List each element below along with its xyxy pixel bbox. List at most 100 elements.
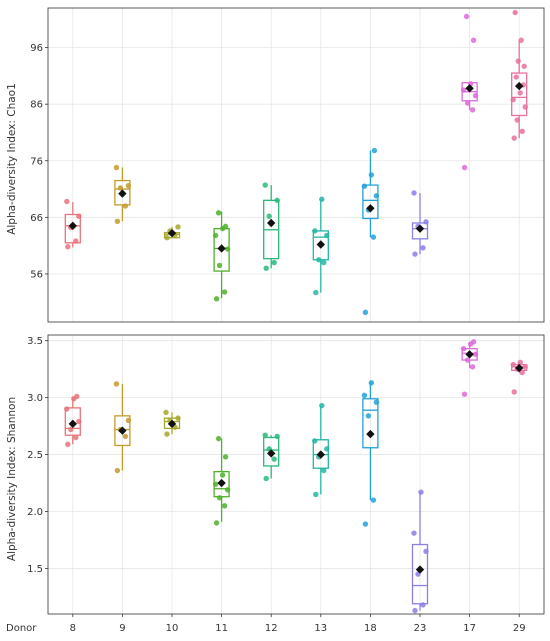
chao1-data-point	[324, 232, 330, 239]
chao1-data-point	[73, 238, 79, 244]
shannon-ytick-label: 1.5	[27, 564, 43, 575]
chao1-y-axis-title: Alpha-diversity Index: Chao1	[6, 83, 18, 235]
shannon-mean-marker	[366, 429, 375, 439]
shannon-data-point	[362, 521, 369, 527]
x-tick-label: 11	[215, 623, 228, 634]
shannon-mean-marker	[68, 419, 77, 429]
chao1-data-point	[76, 213, 82, 219]
shannon-mean-marker	[316, 450, 325, 459]
chao1-mean-marker	[316, 240, 325, 249]
shannon-data-point	[125, 417, 132, 424]
shannon-mean-marker	[118, 426, 127, 435]
chao1-mean-marker	[267, 218, 276, 228]
chao1-data-point	[370, 234, 377, 240]
chao1-data-point	[511, 135, 517, 141]
shannon-data-point	[321, 467, 327, 474]
chao1-iqr-box	[411, 222, 429, 240]
chao1-data-point	[463, 13, 470, 20]
chao1-data-point	[216, 262, 223, 269]
chao1-data-point	[175, 224, 181, 230]
shannon-data-point	[262, 432, 268, 438]
shannon-box-donor-11	[212, 435, 231, 526]
shannon-data-point	[324, 446, 330, 452]
shannon-iqr-box	[263, 436, 280, 467]
chao1-data-point	[164, 235, 170, 241]
chao1-data-point	[224, 246, 231, 252]
shannon-data-point	[219, 472, 226, 478]
chao1-box-donor-8	[64, 198, 82, 250]
shannon-data-point	[113, 381, 120, 387]
shannon-ytick-label: 3.0	[27, 393, 43, 404]
shannon-data-point	[319, 402, 325, 409]
shannon-data-point	[464, 357, 471, 363]
shannon-ytick-label: 3.5	[27, 336, 43, 347]
shannon-data-point	[271, 456, 277, 462]
shannon-iqr-box	[114, 415, 131, 447]
chao1-data-point	[522, 104, 528, 110]
shannon-mean-marker	[515, 363, 524, 373]
shannon-data-point	[517, 359, 523, 366]
shannon-data-point	[74, 393, 80, 400]
chao1-box-donor-13	[312, 196, 330, 296]
shannon-data-point	[469, 364, 476, 370]
chao1-mean-marker	[217, 244, 226, 253]
chao1-data-point	[213, 296, 220, 302]
chao1-mean-marker	[68, 221, 77, 231]
shannon-data-point	[64, 406, 70, 412]
shannon-box-donor-18	[361, 380, 380, 527]
shannon-data-point	[373, 399, 380, 405]
chao1-data-point	[514, 117, 520, 123]
chao1-data-point	[266, 213, 272, 219]
chao1-data-point	[113, 164, 120, 171]
shannon-box-donor-17	[460, 339, 479, 397]
chao1-box-donor-12	[262, 182, 280, 271]
chao1-data-point	[321, 259, 327, 266]
shannon-box-donor-8	[64, 393, 82, 448]
shannon-data-point	[423, 548, 429, 555]
shannon-data-point	[470, 339, 477, 345]
chao1-data-point	[513, 74, 519, 80]
shannon-data-point	[412, 607, 418, 614]
shannon-data-point	[510, 361, 516, 368]
chao1-data-point	[263, 265, 269, 271]
shannon-data-point	[212, 481, 219, 487]
chao1-iqr-box	[114, 179, 131, 206]
chao1-data-point	[472, 92, 479, 99]
chao1-data-point	[316, 257, 322, 263]
shannon-data-point	[175, 415, 181, 421]
shannon-box-donor-10	[163, 409, 181, 437]
shannon-ytick-label: 2.0	[27, 507, 43, 518]
chao1-data-point	[470, 37, 477, 43]
shannon-data-point	[522, 364, 528, 370]
shannon-data-point	[361, 392, 368, 399]
shannon-y-axis-title: Alpha-diversity Index: Shannon	[6, 397, 18, 561]
chao1-data-point	[420, 245, 426, 251]
shannon-data-point	[163, 409, 169, 416]
chao1-box-donor-17	[460, 13, 479, 171]
chao1-data-point	[371, 147, 378, 154]
chao1-data-point	[521, 63, 527, 69]
shannon-box-donor-9	[113, 381, 132, 474]
x-tick-label: 8	[70, 623, 76, 634]
chao1-data-point	[312, 228, 318, 234]
shannon-panel: 1.5 2.0 2.5 3.0 3.5	[27, 334, 545, 615]
chao1-data-point	[271, 259, 277, 266]
chao1-box-donor-11	[212, 210, 231, 302]
x-tick-label: 17	[463, 623, 476, 634]
chao1-data-point	[212, 232, 219, 239]
chao1-data-point	[368, 172, 375, 178]
shannon-mean-marker	[465, 350, 474, 359]
chao1-data-point	[461, 164, 468, 171]
chao1-data-point	[262, 182, 268, 188]
shannon-data-point	[114, 467, 121, 474]
chao1-data-point	[114, 218, 121, 224]
x-tick-label: 12	[265, 623, 278, 634]
chao1-ytick-label: 76	[30, 156, 43, 167]
chao1-iqr-box	[511, 72, 528, 117]
chao1-data-point	[412, 251, 418, 257]
shannon-data-point	[511, 389, 517, 395]
shannon-data-point	[215, 435, 222, 442]
shannon-box-donor-13	[312, 402, 330, 498]
x-tick-label: 9	[119, 623, 125, 634]
